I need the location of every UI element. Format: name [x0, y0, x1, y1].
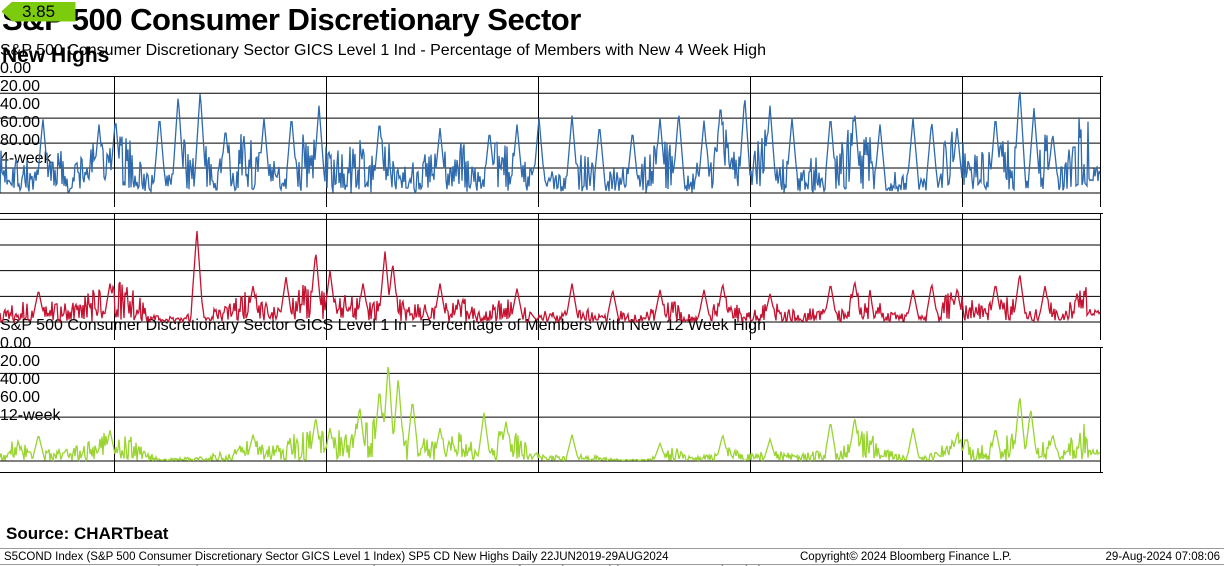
series-line-4-week: [0, 91, 1101, 194]
page-subtitle: New Highs: [2, 44, 110, 67]
legend-12-week: S&P 500 Consumer Discretionary Sector GI…: [0, 317, 1224, 335]
footer-timestamp: 29-Aug-2024 07:08:06: [1105, 551, 1220, 563]
y-tick-label: 80.00: [0, 132, 41, 149]
y-tick-label: 60.00: [0, 389, 41, 406]
legend-label: S&P 500 Consumer Discretionary Sector GI…: [0, 317, 766, 334]
y-tick-label: 20.00: [0, 78, 41, 95]
legend-label: S&P 500 Consumer Discretionary Sector GI…: [0, 42, 766, 59]
panel-axis-label-12-week: 12-week: [0, 407, 61, 424]
footer-divider: [0, 548, 1224, 549]
panel-plot-12-week: [0, 213, 1103, 340]
y-tick-label: 20.00: [0, 353, 41, 370]
source-label: Source: CHARTbeat: [6, 524, 169, 543]
y-tick-label: 0.00: [0, 60, 32, 77]
legend-4-week: S&P 500 Consumer Discretionary Sector GI…: [0, 42, 1224, 60]
page-title: S&P 500 Consumer Discretionary Sector: [2, 2, 581, 37]
series-line-52-week: [0, 366, 1101, 463]
last-value-text: 3.85: [1, 1, 76, 22]
y-tick-label: 40.00: [0, 371, 41, 388]
y-tick-label: 40.00: [0, 96, 41, 113]
series-line-12-week: [0, 231, 1101, 324]
legend-label: S&P 500 Consumer Discretionary Sector GI…: [0, 564, 766, 566]
panel-plot-4-week: [0, 76, 1103, 207]
footer-divider-bottom: [0, 564, 1224, 565]
legend-52-week: S&P 500 Consumer Discretionary Sector GI…: [0, 564, 1224, 566]
panel-plot-52-week: [0, 347, 1103, 473]
footer-security-info: S5COND Index (S&P 500 Consumer Discretio…: [4, 551, 669, 563]
footer-copyright: Copyright© 2024 Bloomberg Finance L.P.: [800, 551, 1012, 563]
